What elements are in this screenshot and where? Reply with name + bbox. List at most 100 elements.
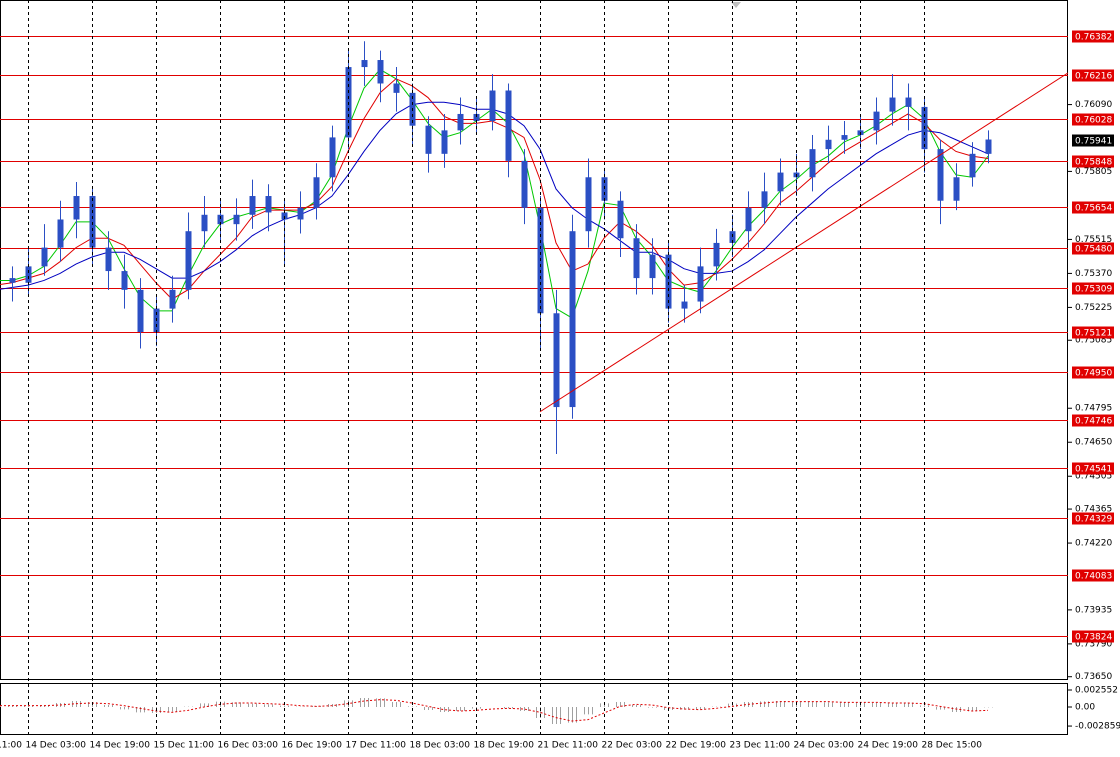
x-tick-label: 22 Dec 19:00 — [665, 741, 726, 751]
level-label: 0.74746 — [1075, 417, 1112, 427]
x-tick-label: 18 Dec 19:00 — [473, 741, 534, 751]
candle-body — [729, 231, 736, 243]
candle-body — [649, 254, 656, 279]
candle-body — [121, 271, 128, 290]
level-label: 0.74329 — [1075, 515, 1112, 525]
y-tick-label: 0.75370 — [1075, 269, 1112, 279]
y-tick-label: 0.73935 — [1075, 605, 1112, 615]
candle-body — [761, 191, 768, 208]
shift-marker — [731, 2, 741, 8]
y-tick-label: 0.74505 — [1075, 472, 1112, 482]
candle-body — [697, 266, 704, 302]
candle-body — [617, 200, 624, 239]
main-pane-frame — [0, 0, 1068, 680]
level-label-box — [1072, 201, 1114, 214]
current-price-box — [1072, 134, 1114, 147]
candle-body — [777, 172, 784, 192]
candle-body — [89, 196, 96, 248]
candle-body — [825, 139, 832, 150]
candle-body — [137, 289, 144, 333]
candle-body — [281, 212, 288, 220]
candle-body — [585, 177, 592, 232]
candle-body — [665, 254, 672, 309]
candle-body — [745, 207, 752, 232]
level-label: 0.76028 — [1075, 116, 1112, 126]
y-tick-label: 0.74220 — [1075, 539, 1112, 549]
x-tick-label: 15 Dec 11:00 — [153, 741, 214, 751]
candle-body — [361, 60, 368, 68]
level-label: 0.74541 — [1075, 465, 1112, 475]
y-tick-label: 0.75805 — [1075, 167, 1112, 177]
level-label: 0.73824 — [1075, 633, 1112, 643]
candle-body — [489, 90, 496, 121]
level-label-box — [1072, 242, 1114, 255]
level-label: 0.75309 — [1075, 285, 1112, 295]
x-tick-label: 16 Dec 19:00 — [281, 741, 342, 751]
candle-body — [473, 113, 480, 121]
candle-body — [521, 160, 528, 208]
indicator-plot — [0, 698, 993, 724]
candle-body — [457, 113, 464, 131]
candle-body — [297, 207, 304, 220]
level-label-box — [1072, 462, 1114, 475]
level-label: 0.74083 — [1075, 572, 1112, 582]
y-tick-label: 0.75225 — [1075, 303, 1112, 313]
level-label-box — [1072, 69, 1114, 82]
level-label-box — [1072, 569, 1114, 582]
candle-body — [233, 214, 240, 225]
candle-body — [681, 301, 688, 309]
x-tick-label: 24 Dec 03:00 — [793, 741, 854, 751]
x-tick-label: 11:00 — [0, 741, 22, 751]
candle-body — [377, 60, 384, 84]
trend-line — [539, 72, 1068, 413]
x-tick-label: 17 Dec 11:00 — [345, 741, 406, 751]
level-label-box — [1072, 366, 1114, 379]
candle-body — [249, 196, 256, 215]
level-label-box — [1072, 630, 1114, 643]
x-tick-label: 14 Dec 03:00 — [25, 741, 86, 751]
y-tick-label: 0.74795 — [1075, 404, 1112, 414]
y-tick-label: 0.73790 — [1075, 639, 1112, 649]
y-tick-label: 0.76090 — [1075, 100, 1112, 110]
candle-body — [953, 177, 960, 201]
candle-body — [9, 278, 16, 283]
x-tick-label: 16 Dec 03:00 — [217, 741, 278, 751]
level-label: 0.76216 — [1075, 72, 1112, 82]
candle-body — [809, 149, 816, 178]
signal-line — [0, 699, 989, 722]
candle-body — [185, 231, 192, 290]
x-tick-label: 22 Dec 03:00 — [601, 741, 662, 751]
level-label: 0.75121 — [1075, 329, 1112, 339]
y-tick-label: 0.00 — [1075, 703, 1095, 713]
candle-body — [265, 196, 272, 213]
candle-body — [169, 289, 176, 309]
candle-body — [25, 266, 32, 283]
candle-body — [633, 238, 640, 279]
candle-body — [217, 214, 224, 225]
x-tick-label: 28 Dec 15:00 — [921, 741, 982, 751]
candle-body — [425, 125, 432, 154]
candle-body — [569, 231, 576, 408]
level-label: 0.76382 — [1075, 33, 1112, 43]
level-label: 0.75654 — [1075, 204, 1112, 214]
level-label-box — [1072, 282, 1114, 295]
candle-body — [505, 90, 512, 161]
x-tick-label: 23 Dec 11:00 — [729, 741, 790, 751]
x-tick-label: 18 Dec 03:00 — [409, 741, 470, 751]
candle-body — [985, 139, 992, 154]
candle-body — [889, 97, 896, 112]
level-label: 0.74950 — [1075, 369, 1112, 379]
candle-body — [105, 247, 112, 272]
main-plot — [0, 36, 1068, 637]
level-label-box — [1072, 113, 1114, 126]
level-label: 0.75480 — [1075, 245, 1112, 255]
level-label: 0.75848 — [1075, 158, 1112, 168]
candle-body — [937, 149, 944, 201]
level-label-box — [1072, 326, 1114, 339]
candle-body — [313, 177, 320, 208]
y-tick-label: 0.75515 — [1075, 235, 1112, 245]
level-label-box — [1072, 414, 1114, 427]
x-tick-label: 14 Dec 19:00 — [89, 741, 150, 751]
